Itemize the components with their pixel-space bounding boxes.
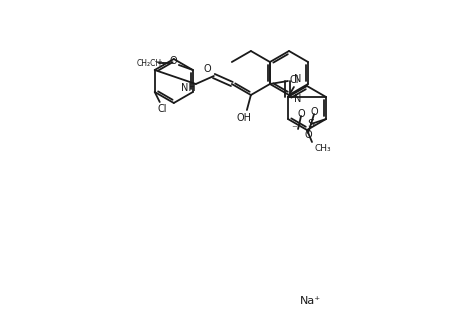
Text: CH₃: CH₃ (314, 144, 331, 153)
Text: S: S (307, 119, 314, 129)
Text: OH: OH (236, 113, 251, 123)
Text: NH: NH (181, 83, 196, 93)
Text: Na⁺: Na⁺ (299, 296, 320, 306)
Text: N: N (293, 94, 301, 104)
Text: ―: ― (155, 58, 162, 64)
Text: Cl: Cl (157, 104, 167, 114)
Text: Cl: Cl (288, 75, 298, 85)
Text: O: O (202, 64, 210, 74)
Text: O: O (309, 107, 317, 117)
Text: ⁻: ⁻ (290, 124, 296, 134)
Text: O: O (303, 130, 311, 140)
Text: O: O (169, 56, 176, 66)
Text: CH₂CH₃: CH₂CH₃ (136, 59, 165, 68)
Text: O: O (297, 109, 304, 119)
Text: N: N (293, 74, 301, 84)
